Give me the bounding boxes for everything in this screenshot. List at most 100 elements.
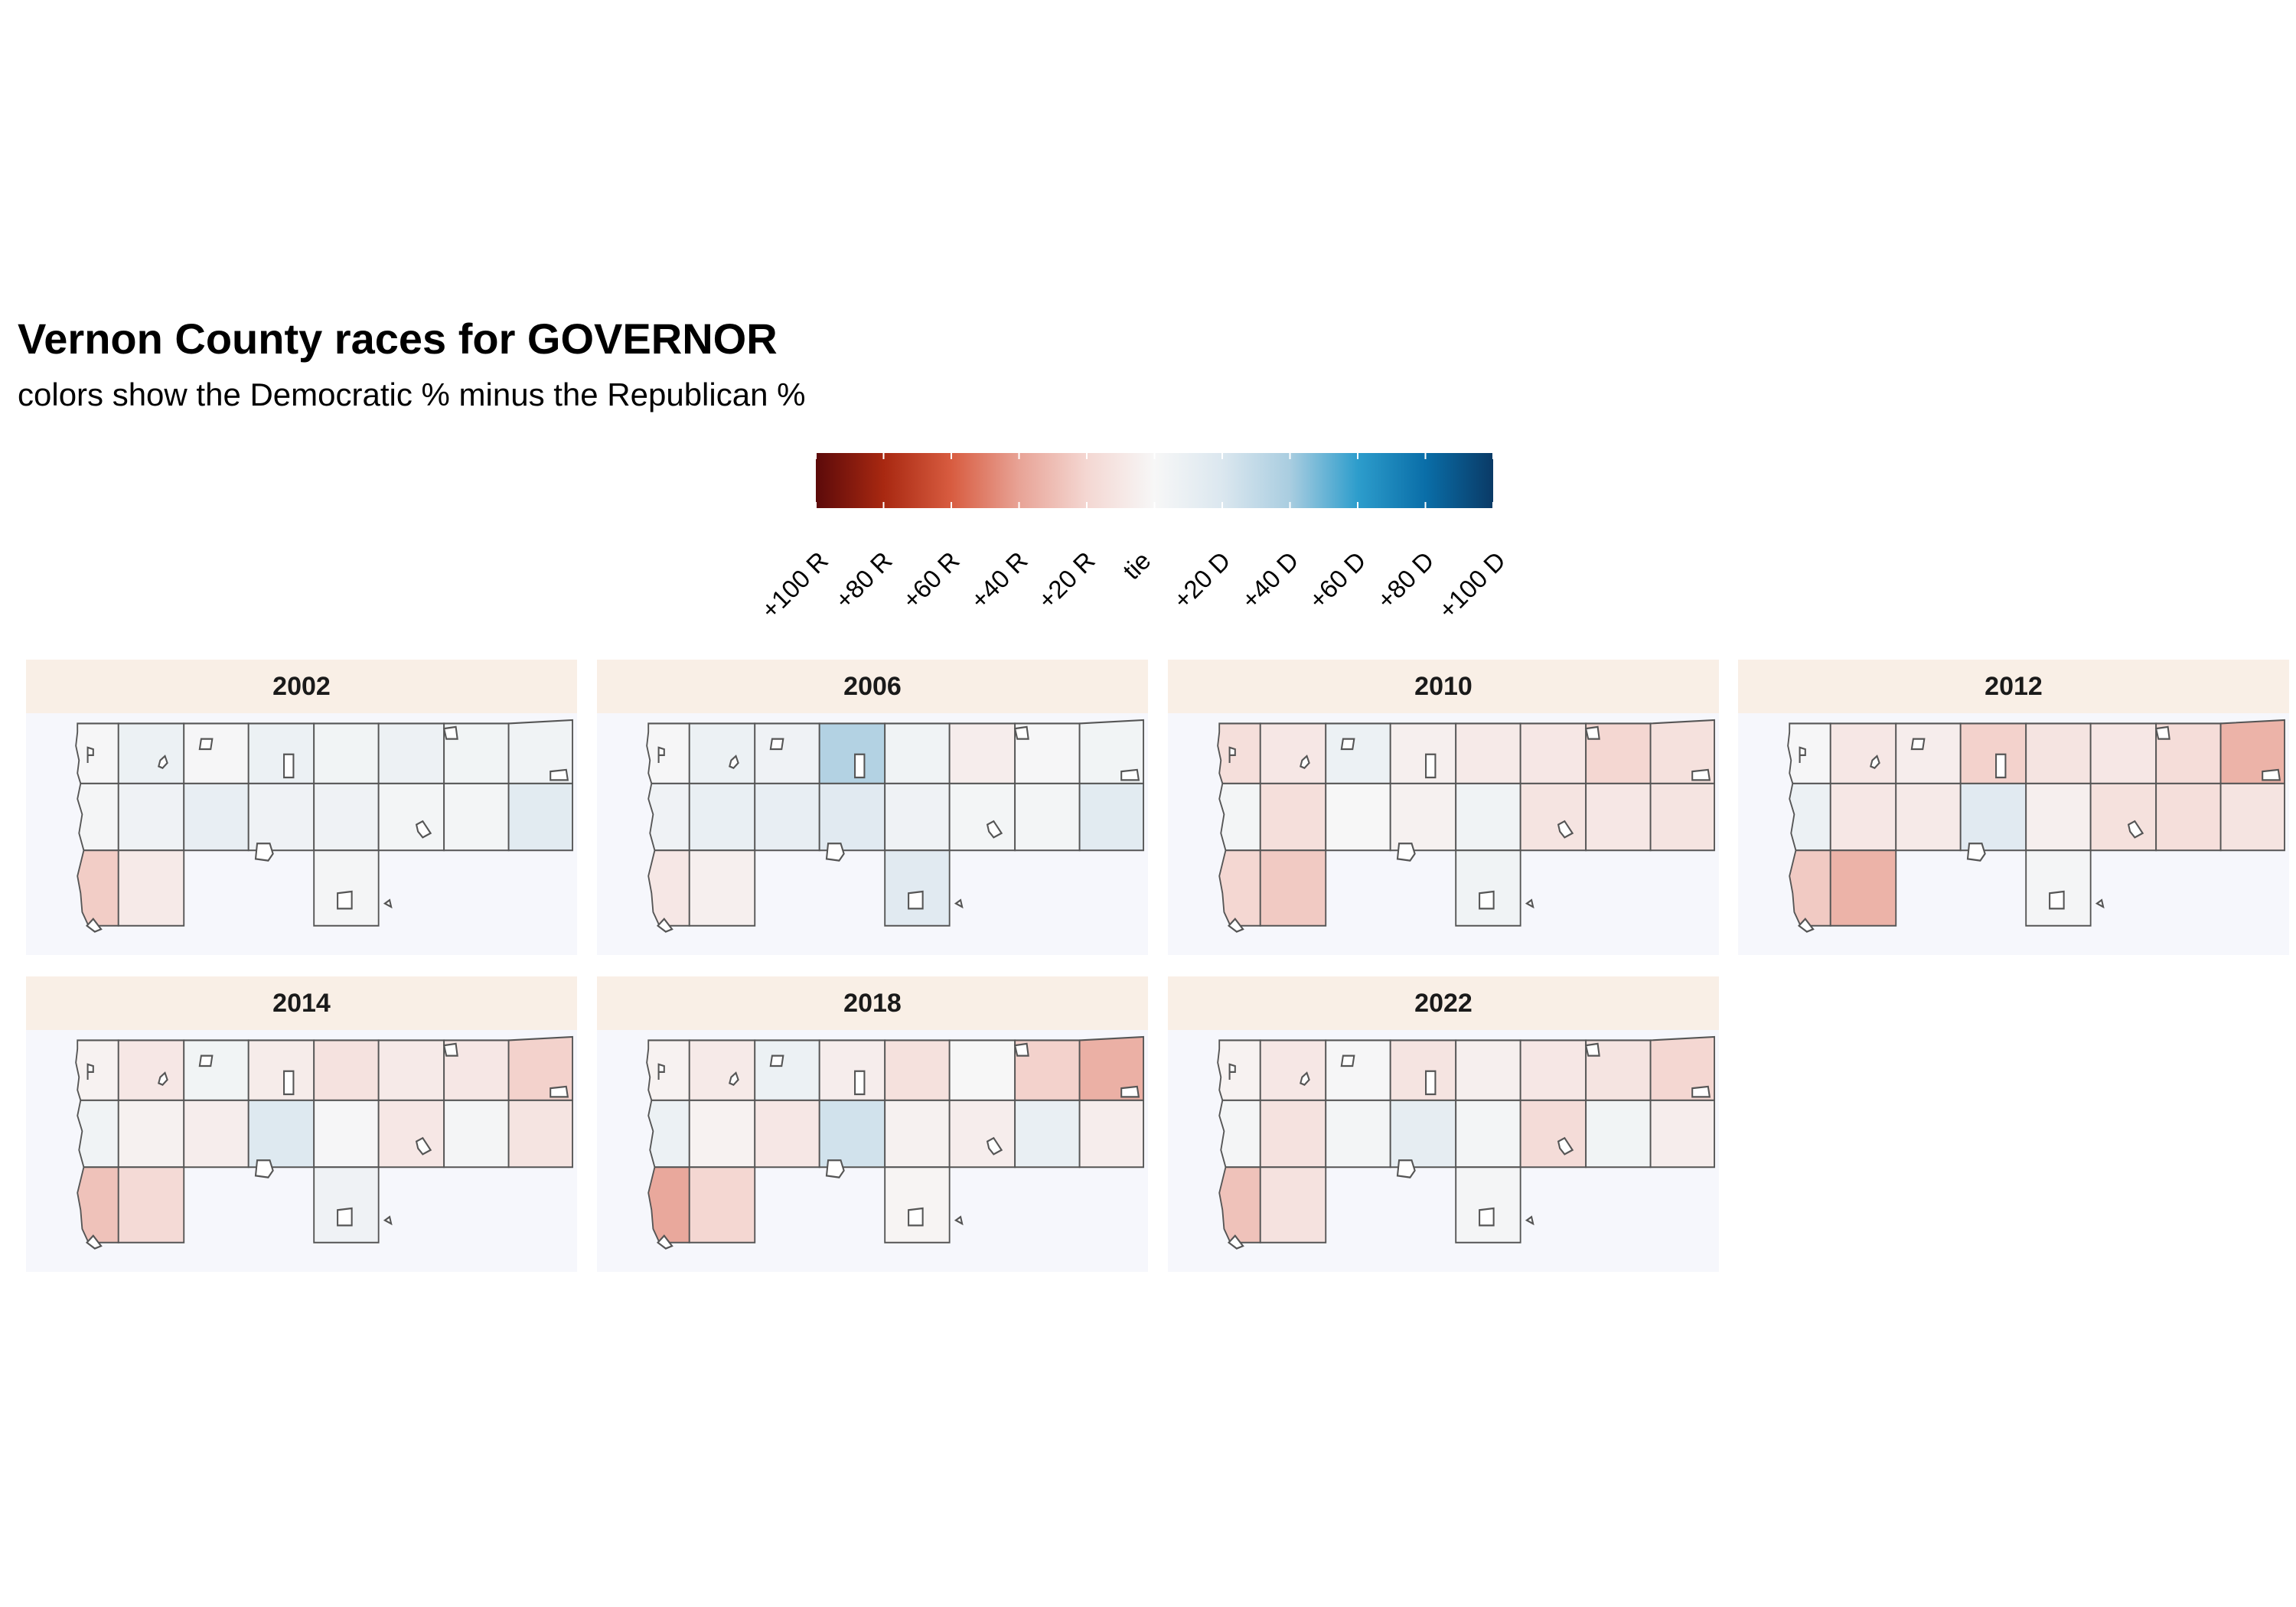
township-9-region — [77, 782, 119, 852]
municipality-outline — [1120, 1085, 1140, 1098]
municipality-outline — [254, 843, 274, 862]
township-4-region — [247, 1039, 315, 1101]
township-16-region — [507, 782, 573, 852]
map-panel-2014: 2014 — [26, 976, 577, 1272]
township-5-region — [313, 1039, 380, 1101]
township-16-region — [1078, 1099, 1144, 1169]
municipality-outline — [442, 1042, 458, 1057]
municipality-outline — [825, 1159, 845, 1178]
municipality-outline — [1396, 1159, 1416, 1178]
municipality-outline — [1300, 1071, 1310, 1086]
township-5-region — [884, 1039, 951, 1101]
township-17-region — [1789, 849, 1831, 927]
municipality-outline — [2127, 820, 2144, 839]
township-12-region — [818, 782, 886, 852]
township-16-region — [1078, 782, 1144, 852]
legend-tick-label: +40 R — [964, 546, 1033, 614]
municipality-outline — [1396, 843, 1416, 862]
municipality-outline — [1227, 1234, 1244, 1250]
township-19-region — [884, 849, 951, 927]
township-15-region — [1585, 782, 1652, 852]
municipality-outline — [337, 1207, 353, 1227]
township-1-region — [646, 722, 690, 784]
legend-tick-label: tie — [1117, 546, 1156, 585]
panel-year-label: 2002 — [26, 660, 577, 713]
municipality-outline — [158, 1071, 168, 1086]
municipality-outline — [86, 1063, 94, 1080]
township-17-region — [1218, 1166, 1261, 1244]
township-1-region — [646, 1039, 690, 1101]
municipality-outline — [254, 1159, 274, 1178]
municipality-outline — [954, 898, 964, 909]
map-panel-2012: 2012 — [1738, 660, 2289, 955]
map-panel-2022: 2022 — [1168, 976, 1719, 1272]
township-5-region — [2025, 722, 2092, 784]
legend-tick-label: +40 D — [1235, 546, 1304, 614]
municipality-outline — [1340, 1054, 1355, 1068]
municipality-outline — [986, 820, 1003, 839]
municipality-outline — [2095, 898, 2105, 909]
township-9-region — [1789, 782, 1831, 852]
municipality-outline — [657, 746, 665, 763]
panel-year-label: 2014 — [26, 976, 577, 1030]
township-11-region — [1325, 782, 1391, 852]
county-map — [1217, 719, 1715, 933]
legend-tick-label: +60 R — [896, 546, 965, 614]
township-15-region — [1585, 1099, 1652, 1169]
municipality-outline — [1995, 753, 2007, 779]
township-18-region — [688, 849, 756, 927]
county-map — [1217, 1035, 1715, 1250]
township-16-region — [1649, 782, 1715, 852]
township-3-region — [183, 1039, 249, 1101]
township-4-region — [1959, 722, 2027, 784]
municipality-outline — [158, 755, 168, 769]
color-legend — [816, 453, 1493, 508]
panel-year-label: 2012 — [1738, 660, 2289, 713]
township-14-region — [377, 782, 445, 852]
township-2-region — [1259, 1039, 1327, 1101]
map-plot-area — [1168, 713, 1719, 955]
panel-year-label: 2018 — [597, 976, 1148, 1030]
township-6-region — [948, 1039, 1016, 1101]
township-15-region — [1014, 1099, 1081, 1169]
municipality-outline — [1584, 1042, 1600, 1057]
township-6-region — [2089, 722, 2157, 784]
township-13-region — [1455, 782, 1521, 852]
municipality-outline — [2154, 725, 2170, 740]
township-18-region — [117, 1166, 185, 1244]
township-13-region — [884, 782, 951, 852]
map-title: Vernon County races for GOVERNOR — [18, 315, 778, 363]
municipality-outline — [283, 1070, 295, 1096]
county-map — [75, 1035, 573, 1250]
township-4-region — [1389, 1039, 1457, 1101]
municipality-outline — [1228, 1063, 1236, 1080]
municipality-outline — [769, 738, 784, 751]
municipality-outline — [825, 843, 845, 862]
municipality-outline — [1557, 1136, 1574, 1156]
township-13-region — [884, 1099, 951, 1169]
township-11-region — [754, 1099, 820, 1169]
county-map — [646, 719, 1144, 933]
legend-tick-label: +60 D — [1303, 546, 1371, 614]
map-plot-area — [597, 713, 1148, 955]
township-15-region — [443, 1099, 510, 1169]
county-map — [75, 719, 573, 933]
township-15-region — [2155, 782, 2222, 852]
township-3-region — [1895, 722, 1962, 784]
township-5-region — [313, 722, 380, 784]
municipality-outline — [656, 1234, 673, 1250]
township-1-region — [1787, 722, 1831, 784]
municipality-outline — [442, 725, 458, 740]
township-3-region — [183, 722, 249, 784]
township-15-region — [443, 782, 510, 852]
municipality-outline — [1525, 1215, 1534, 1226]
municipality-outline — [1479, 890, 1495, 910]
township-14-region — [948, 782, 1016, 852]
map-panel-2002: 2002 — [26, 660, 577, 955]
municipality-outline — [1966, 843, 1986, 862]
legend-tick-label: +20 R — [1032, 546, 1101, 614]
township-17-region — [647, 849, 690, 927]
township-4-region — [818, 1039, 886, 1101]
township-17-region — [77, 849, 119, 927]
township-3-region — [754, 722, 820, 784]
